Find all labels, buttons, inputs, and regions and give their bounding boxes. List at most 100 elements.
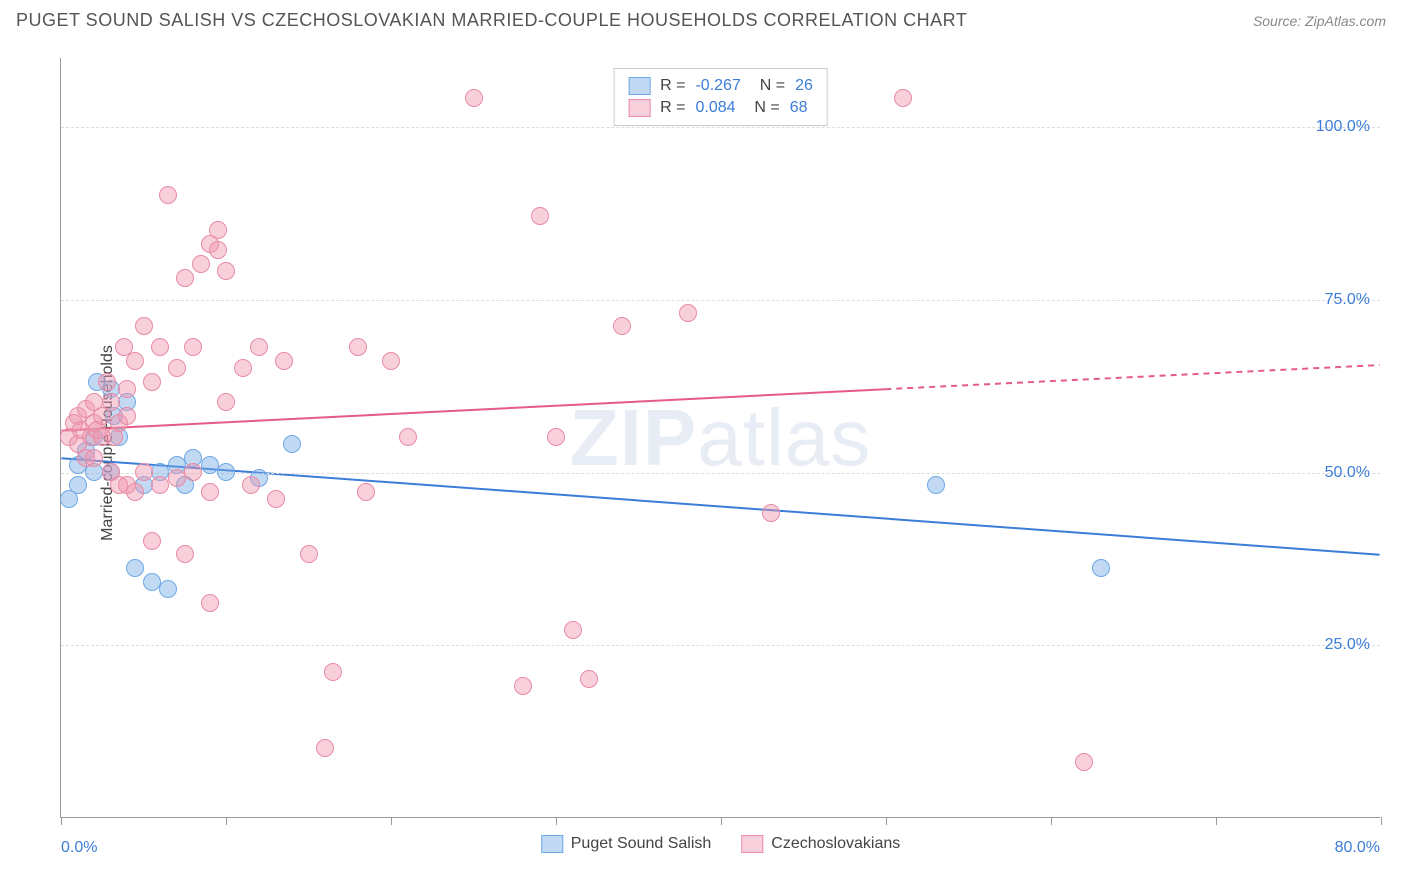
x-tick bbox=[61, 817, 62, 825]
data-point bbox=[143, 532, 161, 550]
data-point bbox=[184, 463, 202, 481]
gridline bbox=[61, 645, 1380, 646]
data-point bbox=[201, 456, 219, 474]
stats-legend-row: R = 0.084 N = 68 bbox=[628, 97, 813, 119]
data-point bbox=[126, 352, 144, 370]
source-label: Source: ZipAtlas.com bbox=[1253, 13, 1386, 29]
data-point bbox=[176, 269, 194, 287]
x-tick bbox=[721, 817, 722, 825]
y-tick-label: 25.0% bbox=[1325, 636, 1370, 654]
data-point bbox=[762, 504, 780, 522]
data-point bbox=[69, 476, 87, 494]
data-point bbox=[564, 621, 582, 639]
data-point bbox=[580, 670, 598, 688]
legend-swatch bbox=[628, 99, 650, 117]
x-tick bbox=[226, 817, 227, 825]
data-point bbox=[531, 207, 549, 225]
data-point bbox=[382, 352, 400, 370]
data-point bbox=[209, 241, 227, 259]
data-point bbox=[679, 304, 697, 322]
data-point bbox=[184, 338, 202, 356]
stats-n-label: N = bbox=[746, 99, 780, 117]
data-point bbox=[514, 677, 532, 695]
data-point bbox=[126, 559, 144, 577]
stats-r-value: -0.267 bbox=[695, 77, 740, 95]
data-point bbox=[168, 469, 186, 487]
data-point bbox=[126, 483, 144, 501]
data-point bbox=[201, 483, 219, 501]
data-point bbox=[357, 483, 375, 501]
data-point bbox=[176, 545, 194, 563]
chart-title: PUGET SOUND SALISH VS CZECHOSLOVAKIAN MA… bbox=[16, 10, 967, 31]
legend-swatch bbox=[741, 835, 763, 853]
data-point bbox=[242, 476, 260, 494]
x-axis-max-label: 80.0% bbox=[1335, 839, 1380, 857]
x-tick bbox=[556, 817, 557, 825]
data-point bbox=[217, 463, 235, 481]
gridline bbox=[61, 300, 1380, 301]
data-point bbox=[143, 573, 161, 591]
data-point bbox=[151, 338, 169, 356]
watermark: ZIPatlas bbox=[570, 392, 871, 484]
y-tick-label: 100.0% bbox=[1316, 118, 1370, 136]
stats-legend: R = -0.267 N = 26R = 0.084 N = 68 bbox=[613, 68, 828, 126]
data-point bbox=[135, 463, 153, 481]
data-point bbox=[349, 338, 367, 356]
data-point bbox=[135, 317, 153, 335]
x-tick bbox=[1051, 817, 1052, 825]
data-point bbox=[98, 373, 116, 391]
x-tick bbox=[391, 817, 392, 825]
legend-item: Puget Sound Salish bbox=[541, 835, 712, 853]
legend-swatch bbox=[541, 835, 563, 853]
data-point bbox=[217, 393, 235, 411]
x-axis-min-label: 0.0% bbox=[61, 839, 97, 857]
stats-r-label: R = bbox=[660, 99, 685, 117]
data-point bbox=[143, 373, 161, 391]
data-point bbox=[547, 428, 565, 446]
y-tick-label: 50.0% bbox=[1325, 464, 1370, 482]
data-point bbox=[1092, 559, 1110, 577]
data-point bbox=[217, 262, 235, 280]
data-point bbox=[300, 545, 318, 563]
data-point bbox=[234, 359, 252, 377]
stats-n-value: 68 bbox=[790, 99, 808, 117]
data-point bbox=[399, 428, 417, 446]
x-tick bbox=[886, 817, 887, 825]
stats-r-label: R = bbox=[660, 77, 685, 95]
legend-item: Czechoslovakians bbox=[741, 835, 900, 853]
data-point bbox=[250, 338, 268, 356]
data-point bbox=[168, 359, 186, 377]
legend-swatch bbox=[628, 77, 650, 95]
x-tick bbox=[1216, 817, 1217, 825]
data-point bbox=[201, 594, 219, 612]
gridline bbox=[61, 127, 1380, 128]
data-point bbox=[283, 435, 301, 453]
data-point bbox=[159, 186, 177, 204]
legend-label: Czechoslovakians bbox=[771, 835, 900, 853]
stats-legend-row: R = -0.267 N = 26 bbox=[628, 75, 813, 97]
data-point bbox=[192, 255, 210, 273]
data-point bbox=[159, 580, 177, 598]
data-point bbox=[894, 89, 912, 107]
data-point bbox=[209, 221, 227, 239]
data-point bbox=[316, 739, 334, 757]
legend-label: Puget Sound Salish bbox=[571, 835, 712, 853]
bottom-legend: Puget Sound Salish Czechoslovakians bbox=[541, 835, 901, 853]
x-tick bbox=[1381, 817, 1382, 825]
data-point bbox=[1075, 753, 1093, 771]
data-point bbox=[267, 490, 285, 508]
data-point bbox=[102, 393, 120, 411]
stats-r-value: 0.084 bbox=[695, 99, 735, 117]
data-point bbox=[465, 89, 483, 107]
stats-n-label: N = bbox=[751, 77, 785, 95]
chart-container: Married-couple Households ZIPatlas R = -… bbox=[50, 48, 1390, 838]
data-point bbox=[151, 476, 169, 494]
stats-n-value: 26 bbox=[795, 77, 813, 95]
data-point bbox=[118, 407, 136, 425]
data-point bbox=[118, 380, 136, 398]
trend-lines bbox=[61, 58, 1380, 817]
data-point bbox=[613, 317, 631, 335]
plot-area: ZIPatlas R = -0.267 N = 26R = 0.084 N = … bbox=[60, 58, 1380, 818]
data-point bbox=[927, 476, 945, 494]
data-point bbox=[324, 663, 342, 681]
